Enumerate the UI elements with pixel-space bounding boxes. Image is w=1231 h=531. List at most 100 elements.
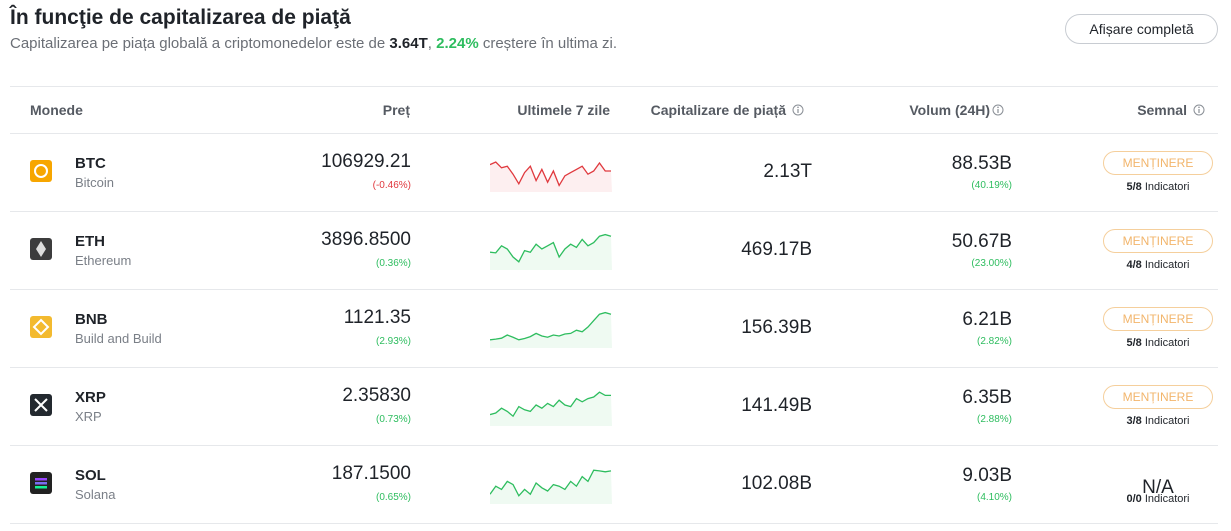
price: 3896.8500 — [321, 229, 411, 250]
info-icon[interactable] — [1193, 104, 1205, 116]
info-circle — [992, 104, 1004, 116]
show-all-button[interactable]: Afișare completă — [1065, 14, 1218, 44]
sparkline-line — [490, 311, 612, 341]
price-change: (0.36%) — [375, 258, 411, 269]
indicator-label: Indicatori — [1144, 181, 1190, 193]
coin-name: XRP — [75, 409, 102, 424]
divider — [10, 211, 1218, 212]
sparkline — [490, 311, 612, 348]
coin-icon — [30, 238, 52, 260]
signal: N/A — [1142, 477, 1174, 498]
icon-glyph — [35, 486, 47, 489]
column-header: Monede — [30, 102, 83, 118]
indicators: 0/0 Indicatori — [1104, 493, 1212, 505]
info-icon[interactable] — [992, 104, 1004, 116]
sparkline-area — [490, 392, 612, 426]
coin-symbol: SOL — [75, 467, 106, 484]
indicators: 4/8 Indicatori — [1104, 259, 1212, 271]
icon-glyph — [35, 478, 47, 481]
volume-change: (2.82%) — [976, 336, 1012, 347]
icon-glyph — [34, 398, 48, 412]
price-change: (0.65%) — [375, 492, 411, 503]
global-change: 2.24% — [436, 35, 479, 52]
icon-glyph — [34, 164, 48, 178]
info-icon[interactable] — [792, 104, 804, 116]
info-dot — [997, 106, 999, 109]
price-change: (0.73%) — [375, 414, 411, 425]
icon-bg — [30, 160, 52, 182]
indicator-count: 5/8 — [1126, 181, 1142, 193]
info-dot — [797, 106, 799, 109]
column-header: Semnal — [1137, 102, 1187, 118]
divider — [10, 445, 1218, 446]
coin-symbol: BNB — [75, 311, 108, 328]
sparkline-line — [490, 233, 612, 263]
volume-change: (23.00%) — [971, 258, 1012, 269]
info-dot — [1198, 106, 1200, 109]
info-circle — [1193, 104, 1205, 116]
sparkline — [490, 161, 612, 192]
divider — [10, 133, 1218, 134]
subtitle-text: creștere în ultima zi. — [482, 35, 618, 52]
sparkline — [490, 391, 612, 426]
indicator-label: Indicatori — [1144, 415, 1190, 427]
title: În funcţie de capitalizarea de piaţă — [10, 6, 351, 29]
sparkline — [490, 469, 612, 504]
price: 2.35830 — [342, 385, 411, 406]
sparkline-area — [490, 234, 612, 270]
volume: 9.03B — [962, 465, 1012, 486]
indicator-count: 5/8 — [1126, 337, 1142, 349]
icon-bg — [30, 316, 52, 338]
market-cap: 2.13T — [763, 161, 812, 182]
coin-symbol: XRP — [75, 389, 106, 406]
price-change: (2.93%) — [375, 336, 411, 347]
column-header: Volum (24H) — [909, 102, 990, 118]
separator: , — [427, 35, 432, 52]
signal-badge: MENȚINERE — [1103, 229, 1213, 253]
coin-name: Solana — [75, 487, 116, 502]
coin-symbol: ETH — [75, 233, 105, 250]
divider — [10, 289, 1218, 290]
volume-change: (40.19%) — [971, 180, 1012, 191]
coin-symbol: BTC — [75, 155, 106, 172]
volume: 6.21B — [962, 309, 1012, 330]
info-circle — [792, 104, 804, 116]
indicator-label: Indicatori — [1144, 337, 1190, 349]
coin-name: Ethereum — [75, 253, 132, 268]
divider — [10, 86, 1218, 87]
sparkline-area — [490, 312, 612, 348]
icon-glyph — [32, 318, 50, 336]
price-change: (-0.46%) — [372, 180, 411, 191]
volume-change: (2.88%) — [976, 414, 1012, 425]
indicators: 3/8 Indicatori — [1104, 415, 1212, 427]
divider — [10, 367, 1218, 368]
sparkline — [490, 233, 612, 270]
coin-name: Build and Build — [75, 331, 162, 346]
indicator-count: 4/8 — [1126, 259, 1142, 271]
market-cap: 102.08B — [741, 473, 812, 494]
signal-badge: MENȚINERE — [1103, 151, 1213, 175]
column-header: Capitalizare de piață — [650, 102, 786, 118]
market-cap: 156.39B — [741, 317, 812, 338]
coin-icon — [30, 394, 52, 416]
volume-change: (4.10%) — [976, 492, 1012, 503]
coin-icon — [30, 160, 52, 182]
price: 1121.35 — [343, 307, 411, 328]
indicator-label: Indicatori — [1144, 259, 1190, 271]
market-cap: 141.49B — [741, 395, 812, 416]
column-header: Ultimele 7 zile — [517, 102, 610, 118]
icon-glyph — [35, 482, 47, 485]
indicator-label: Indicatori — [1144, 493, 1190, 505]
volume: 88.53B — [951, 153, 1012, 174]
sparkline-line — [490, 469, 612, 497]
market-cap: 469.17B — [741, 239, 812, 260]
volume: 6.35B — [962, 387, 1012, 408]
signal-badge: MENȚINERE — [1103, 307, 1213, 331]
indicator-count: 0/0 — [1126, 493, 1142, 505]
column-header: Preț — [382, 102, 410, 118]
icon-glyph — [36, 241, 46, 257]
price: 187.1500 — [331, 463, 411, 484]
subtitle: Capitalizarea pe piața globală a criptom… — [10, 35, 617, 52]
divider — [10, 523, 1218, 524]
